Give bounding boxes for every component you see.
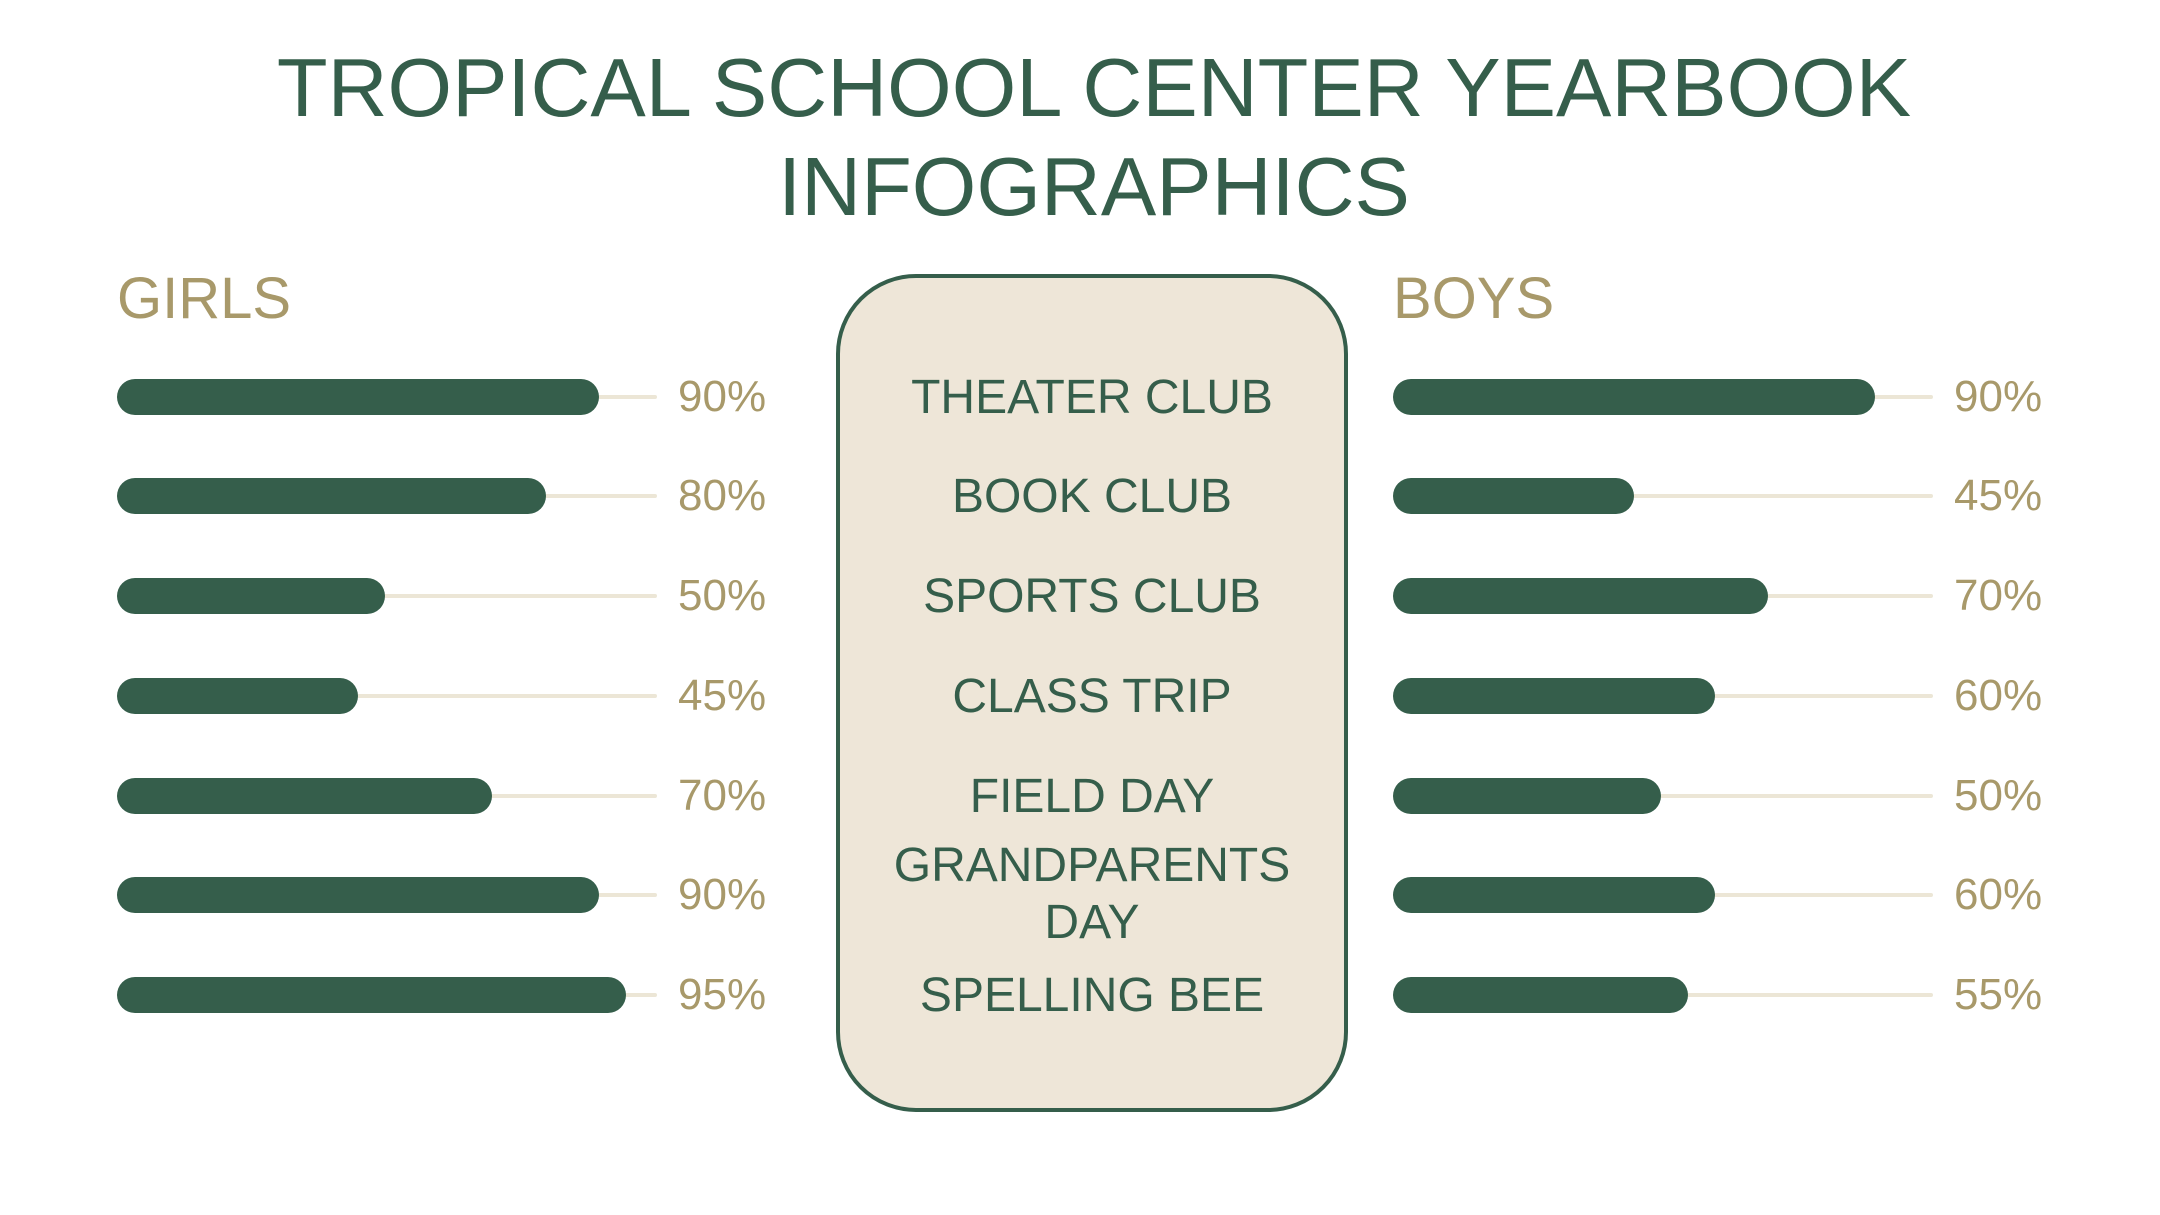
girls-value-label-sports-club: 50% (678, 571, 767, 620)
category-label-field-day: FIELD DAY (969, 770, 1215, 823)
boys-bar-class-trip (1393, 678, 1715, 714)
girls-track-sports-club (117, 594, 657, 598)
boys-bar-spelling-bee (1393, 977, 1688, 1013)
category-label-spelling-bee: SPELLING BEE (919, 969, 1265, 1022)
boys-bar-sports-club (1393, 578, 1768, 614)
boys-value-label-sports-club: 70% (1954, 571, 2043, 620)
girls-bar-spelling-bee (117, 977, 626, 1013)
boys-bar-book-club (1393, 478, 1634, 514)
girls-value-label-class-trip: 45% (678, 671, 767, 720)
girls-bar-class-trip (117, 678, 358, 714)
page-title-line-2: INFOGRAPHICS (778, 140, 1410, 233)
girls-bar-sports-club (117, 578, 385, 614)
girls-track-class-trip (117, 694, 657, 698)
boys-bar-field-day (1393, 778, 1661, 814)
girls-value-label-book-club: 80% (678, 471, 767, 520)
girls-series-title: GIRLS (117, 266, 292, 331)
boys-value-label-class-trip: 60% (1954, 671, 2043, 720)
girls-bar-grandparents-day (117, 877, 599, 913)
category-label-class-trip: CLASS TRIP (952, 670, 1232, 723)
activities-panel (836, 274, 1348, 1112)
girls-bar-book-club (117, 478, 546, 514)
boys-series-title: BOYS (1393, 266, 1555, 331)
category-label-sports-club: SPORTS CLUB (923, 570, 1261, 623)
boys-value-label-theater-club: 90% (1954, 372, 2043, 421)
page-title: TROPICAL SCHOOL CENTER YEARBOOK INFOGRAP… (0, 38, 2160, 236)
boys-value-label-field-day: 50% (1954, 771, 2043, 820)
boys-value-label-spelling-bee: 55% (1954, 970, 2043, 1019)
girls-value-label-spelling-bee: 95% (678, 970, 767, 1019)
girls-bar-field-day (117, 778, 492, 814)
girls-bar-theater-club (117, 379, 599, 415)
category-label-theater-club: THEATER CLUB (911, 371, 1273, 424)
boys-track-field-day (1393, 794, 1933, 798)
boys-bar-theater-club (1393, 379, 1875, 415)
girls-value-label-theater-club: 90% (678, 372, 767, 421)
girls-value-label-field-day: 70% (678, 771, 767, 820)
boys-value-label-book-club: 45% (1954, 471, 2043, 520)
boys-value-label-grandparents-day: 60% (1954, 870, 2043, 919)
category-label-book-club: BOOK CLUB (951, 470, 1233, 523)
category-label-grandparents-day: GRANDPARENTS DAY (893, 839, 1291, 949)
girls-value-label-grandparents-day: 90% (678, 870, 767, 919)
boys-track-book-club (1393, 494, 1933, 498)
boys-bar-grandparents-day (1393, 877, 1715, 913)
page-title-line-1: TROPICAL SCHOOL CENTER YEARBOOK (276, 41, 1912, 134)
